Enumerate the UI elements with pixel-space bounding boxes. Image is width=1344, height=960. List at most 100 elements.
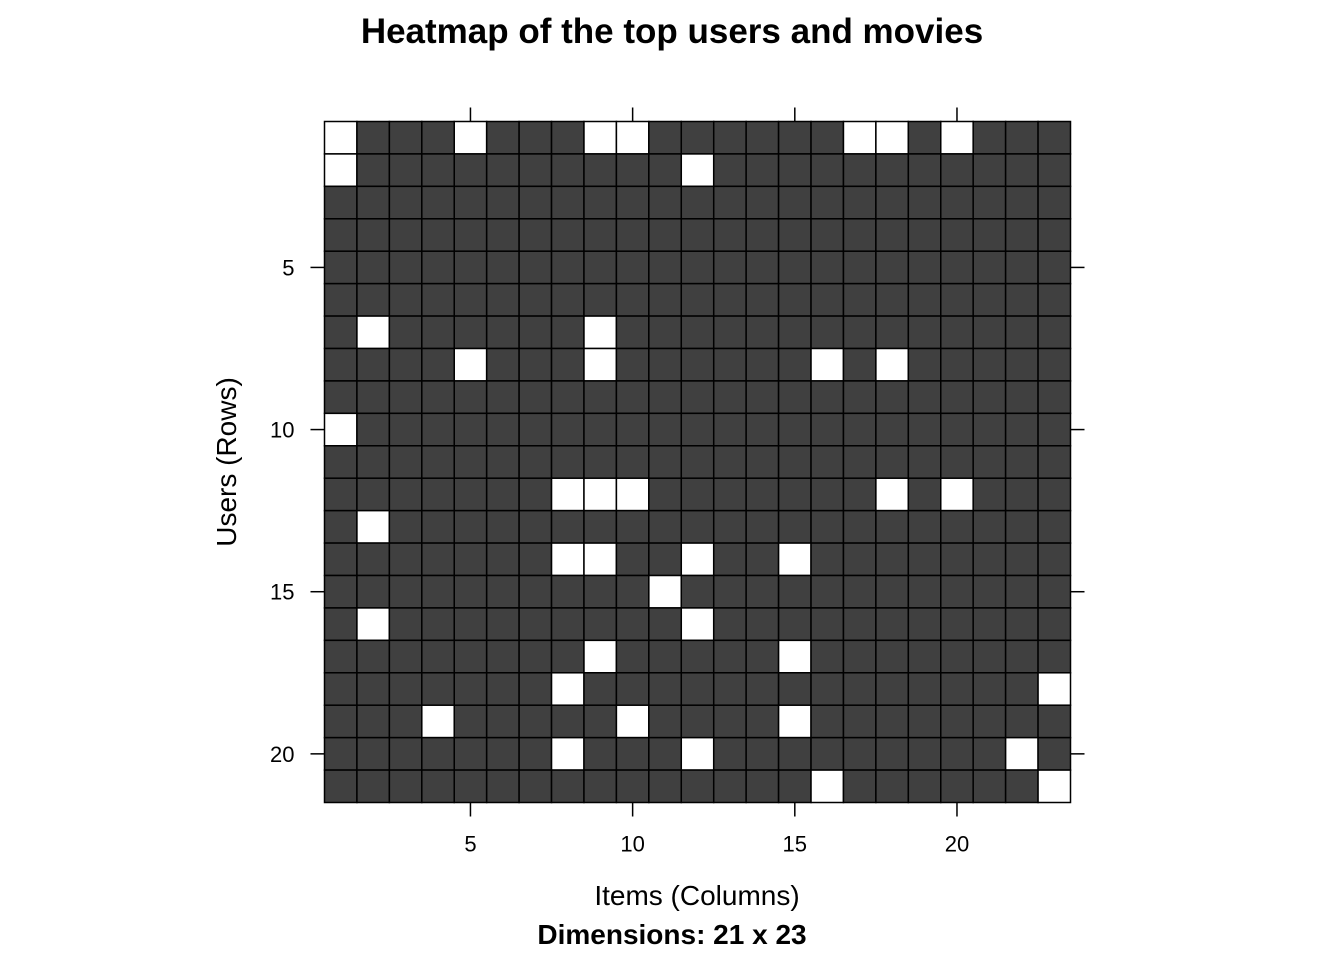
heatmap-cell-filled <box>940 185 974 220</box>
heatmap-cell-filled <box>907 477 942 512</box>
heatmap-cell-filled <box>323 445 358 479</box>
heatmap-cell-filled <box>940 153 974 188</box>
heatmap-cell-filled <box>842 509 877 544</box>
heatmap-cell-filled <box>356 704 391 739</box>
heatmap-cell-filled <box>972 477 1007 512</box>
heatmap-cell-filled <box>842 639 877 674</box>
heatmap-cell-filled <box>745 736 780 771</box>
heatmap-cell-filled <box>680 509 715 544</box>
heatmap-cell-filled <box>1004 509 1039 544</box>
heatmap-cell-filled <box>1037 704 1072 739</box>
heatmap-cell-filled <box>875 574 910 609</box>
heatmap-cells <box>323 120 1072 804</box>
heatmap-cell-filled <box>842 218 877 252</box>
heatmap-cell-filled <box>972 509 1007 544</box>
heatmap-cell-empty <box>875 477 910 512</box>
heatmap-cell-filled <box>842 736 877 771</box>
heatmap-cell-filled <box>648 250 683 285</box>
heatmap-cell-filled <box>550 347 585 382</box>
heatmap-cell-filled <box>777 250 812 285</box>
heatmap-cell-filled <box>421 315 455 350</box>
heatmap-cell-filled <box>615 509 650 544</box>
heatmap-cell-filled <box>680 380 715 415</box>
heatmap-cell-filled <box>1037 347 1072 382</box>
y-tick-label: 15 <box>270 580 294 605</box>
heatmap-cell-filled <box>777 769 812 804</box>
heatmap-cell-filled <box>1037 639 1072 674</box>
heatmap-cell-filled <box>940 672 974 706</box>
heatmap-cell-filled <box>907 120 942 155</box>
heatmap-cell-filled <box>518 769 553 804</box>
heatmap-cell-filled <box>972 282 1007 317</box>
heatmap-cell-filled <box>810 639 845 674</box>
heatmap-cell-filled <box>453 185 488 220</box>
heatmap-cell-filled <box>842 347 877 382</box>
heatmap-cell-filled <box>712 185 747 220</box>
heatmap-cell-filled <box>777 477 812 512</box>
heatmap-cell-empty <box>940 477 974 512</box>
heatmap-cell-filled <box>421 542 455 577</box>
heatmap-cell-filled <box>940 347 974 382</box>
heatmap-cell-empty <box>777 542 812 577</box>
heatmap-cell-filled <box>1037 477 1072 512</box>
heatmap-cell-filled <box>1004 477 1039 512</box>
heatmap-cell-filled <box>940 769 974 804</box>
heatmap-cell-filled <box>712 574 747 609</box>
heatmap-cell-filled <box>648 704 683 739</box>
heatmap-cell-filled <box>745 477 780 512</box>
heatmap-cell-filled <box>583 185 618 220</box>
x-tick-label: 20 <box>945 832 969 857</box>
heatmap-cell-filled <box>356 445 391 479</box>
heatmap-cell-filled <box>745 672 780 706</box>
heatmap-cell-filled <box>842 315 877 350</box>
heatmap-cell-filled <box>518 445 553 479</box>
heatmap-cell-empty <box>810 769 845 804</box>
heatmap-cell-filled <box>356 282 391 317</box>
heatmap-cell-filled <box>518 347 553 382</box>
heatmap-cell-filled <box>485 347 520 382</box>
heatmap-cell-empty <box>680 607 715 642</box>
heatmap-cell-filled <box>745 542 780 577</box>
heatmap-cell-filled <box>842 769 877 804</box>
heatmap-cell-empty <box>583 639 618 674</box>
heatmap-cell-filled <box>485 736 520 771</box>
heatmap-cell-filled <box>842 153 877 188</box>
heatmap-cell-filled <box>777 574 812 609</box>
heatmap-cell-filled <box>907 250 942 285</box>
heatmap-cell-filled <box>680 574 715 609</box>
heatmap-cell-filled <box>777 672 812 706</box>
heatmap-cell-filled <box>680 445 715 479</box>
heatmap-cell-filled <box>972 769 1007 804</box>
heatmap-cell-filled <box>615 185 650 220</box>
heatmap-cell-filled <box>388 218 423 252</box>
heatmap-cell-filled <box>1004 672 1039 706</box>
heatmap-cell-empty <box>875 347 910 382</box>
heatmap-cell-filled <box>648 509 683 544</box>
heatmap-cell-filled <box>875 704 910 739</box>
heatmap-cell-filled <box>842 412 877 447</box>
heatmap-cell-filled <box>972 185 1007 220</box>
heatmap-cell-filled <box>907 607 942 642</box>
heatmap-cell-filled <box>550 380 585 415</box>
heatmap-cell-empty <box>680 736 715 771</box>
heatmap-cell-filled <box>485 542 520 577</box>
heatmap-cell-filled <box>453 250 488 285</box>
heatmap-cell-filled <box>940 315 974 350</box>
heatmap-cell-empty <box>583 347 618 382</box>
heatmap-cell-filled <box>615 412 650 447</box>
heatmap-cell-filled <box>356 769 391 804</box>
heatmap-cell-filled <box>712 282 747 317</box>
heatmap-cell-filled <box>421 185 455 220</box>
heatmap-cell-filled <box>745 704 780 739</box>
heatmap-cell-filled <box>356 477 391 512</box>
heatmap-cell-filled <box>648 477 683 512</box>
heatmap-cell-filled <box>583 736 618 771</box>
heatmap-cell-filled <box>810 315 845 350</box>
heatmap-cell-filled <box>518 153 553 188</box>
heatmap-cell-filled <box>907 509 942 544</box>
heatmap-cell-filled <box>388 120 423 155</box>
heatmap-cell-filled <box>550 639 585 674</box>
heatmap-cell-empty <box>583 542 618 577</box>
heatmap-cell-filled <box>485 704 520 739</box>
heatmap-cell-filled <box>907 542 942 577</box>
